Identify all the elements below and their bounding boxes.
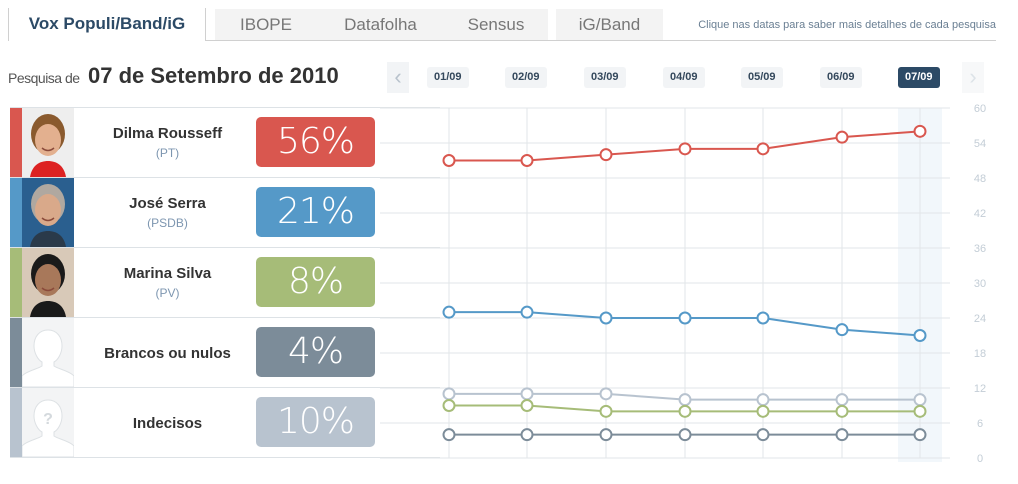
data-point xyxy=(756,404,770,418)
data-point xyxy=(678,142,692,156)
date-button[interactable]: 04/09 xyxy=(663,67,705,88)
data-point xyxy=(913,329,927,342)
divider xyxy=(10,107,440,108)
data-point xyxy=(756,311,770,325)
y-tick-label: 24 xyxy=(974,313,986,325)
hint-text: Clique nas datas para saber mais detalhe… xyxy=(698,19,996,31)
y-tick-label: 6 xyxy=(977,418,983,430)
color-stripe xyxy=(10,248,22,317)
candidate-photo xyxy=(22,248,74,317)
data-point xyxy=(756,142,770,156)
tab-ig-band[interactable]: iG/Band xyxy=(556,9,663,40)
date-button[interactable]: 01/09 xyxy=(427,67,469,88)
data-point xyxy=(835,393,849,407)
date-button[interactable]: 03/09 xyxy=(584,67,626,88)
y-tick-label: 18 xyxy=(974,348,986,360)
data-point xyxy=(442,305,456,319)
svg-text:?: ? xyxy=(43,411,53,428)
percentage-badge: 10% xyxy=(256,397,375,447)
date-button[interactable]: 05/09 xyxy=(741,67,783,88)
prev-date-button[interactable]: ‹ xyxy=(387,62,409,93)
y-tick-label: 0 xyxy=(977,453,983,465)
data-point xyxy=(678,311,692,325)
data-point xyxy=(520,399,534,412)
candidate-party: (PV) xyxy=(155,286,180,300)
data-point xyxy=(599,148,613,162)
tab-vox-populi[interactable]: Vox Populi/Band/iG xyxy=(8,8,206,41)
tab-datafolha[interactable]: Datafolha xyxy=(317,9,444,40)
data-point xyxy=(520,428,534,442)
candidate-name: Indecisos xyxy=(132,415,203,432)
data-point xyxy=(756,393,770,407)
data-point xyxy=(678,428,692,442)
data-point xyxy=(835,130,849,144)
candidate-row: Dilma Rousseff (PT) 56% xyxy=(10,108,440,178)
y-tick-label: 12 xyxy=(974,383,986,395)
data-point xyxy=(756,428,770,442)
color-stripe xyxy=(10,108,22,177)
y-tick-label: 30 xyxy=(974,278,986,290)
candidate-name: Dilma Rousseff xyxy=(112,125,223,142)
chevron-left-icon: ‹ xyxy=(394,64,402,89)
candidate-row: ? Indecisos 10% xyxy=(10,388,440,458)
color-stripe xyxy=(10,178,22,247)
percentage-badge: 21% xyxy=(256,187,375,237)
date-button[interactable]: 06/09 xyxy=(820,67,862,88)
candidate-name: Marina Silva xyxy=(123,265,212,282)
candidate-row: José Serra (PSDB) 21% xyxy=(10,178,440,248)
candidate-row: Marina Silva (PV) 8% xyxy=(10,248,440,318)
candidate-name: Brancos ou nulos xyxy=(104,345,231,362)
data-point xyxy=(678,404,692,418)
data-point xyxy=(835,404,849,418)
tab-ibope[interactable]: IBOPE xyxy=(215,9,317,40)
data-point xyxy=(442,399,456,412)
data-point xyxy=(599,387,613,401)
data-point xyxy=(835,428,849,442)
next-date-button[interactable]: › xyxy=(962,62,984,93)
color-stripe xyxy=(10,388,22,457)
data-point xyxy=(599,428,613,442)
percentage-badge: 8% xyxy=(256,257,375,307)
candidate-photo xyxy=(22,108,74,177)
source-tabs: Vox Populi/Band/iG IBOPE Datafolha Sensu… xyxy=(8,8,996,41)
data-point xyxy=(442,428,456,442)
date-button[interactable]: 07/09 xyxy=(898,67,940,88)
data-point xyxy=(835,323,849,337)
data-point xyxy=(913,124,927,138)
data-point xyxy=(520,305,534,319)
y-tick-label: 54 xyxy=(974,138,986,150)
data-point xyxy=(442,154,456,167)
data-point xyxy=(520,154,534,167)
y-tick-label: 36 xyxy=(974,243,986,255)
color-stripe xyxy=(10,318,22,387)
data-point xyxy=(678,393,692,407)
data-point xyxy=(913,404,927,418)
percentage-badge: 4% xyxy=(256,327,375,377)
data-point xyxy=(599,311,613,325)
silhouette-icon xyxy=(22,318,74,387)
survey-date: 07 de Setembro de 2010 xyxy=(88,63,339,88)
data-point xyxy=(913,428,927,442)
y-tick-label: 48 xyxy=(974,173,986,185)
y-tick-label: 42 xyxy=(974,208,986,220)
candidate-row: Brancos ou nulos 4% xyxy=(10,318,440,388)
date-button[interactable]: 02/09 xyxy=(505,67,547,88)
data-point xyxy=(442,387,456,401)
silhouette-icon: ? xyxy=(22,388,74,457)
candidate-party: (PSDB) xyxy=(147,216,188,230)
data-point xyxy=(520,387,534,401)
data-point xyxy=(599,404,613,418)
chevron-right-icon: › xyxy=(969,64,977,89)
poll-line-chart: 0 6 12 18 24 30 36 42 48 54 60 xyxy=(380,103,986,465)
percentage-badge: 56% xyxy=(256,117,375,167)
tab-sensus[interactable]: Sensus xyxy=(444,9,548,40)
candidate-name: José Serra xyxy=(129,195,206,212)
y-tick-label: 60 xyxy=(974,103,986,115)
data-point xyxy=(913,393,927,407)
candidate-photo xyxy=(22,178,74,247)
candidate-party: (PT) xyxy=(155,146,180,160)
survey-prefix: Pesquisa de xyxy=(8,70,80,86)
